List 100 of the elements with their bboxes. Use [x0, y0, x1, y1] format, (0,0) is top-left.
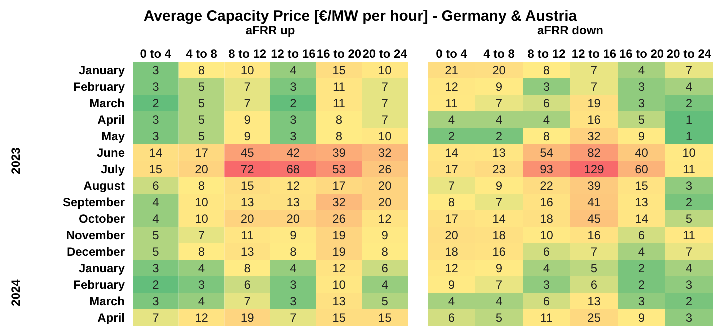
data-label: 7 [152, 310, 160, 325]
data-label: 1 [686, 129, 693, 144]
data-label: 8 [198, 244, 206, 259]
data-label: 39 [332, 146, 346, 160]
y-tick-label: July [100, 162, 126, 177]
data-label: 4 [152, 195, 160, 210]
data-label: 12 [332, 261, 346, 276]
data-label: 5 [686, 212, 693, 226]
data-label: 7 [382, 112, 389, 127]
data-label: 3 [686, 178, 693, 193]
data-label: 15 [332, 310, 346, 325]
data-label: 6 [244, 278, 252, 292]
data-label: 9 [382, 228, 389, 242]
data-label: 3 [638, 96, 646, 110]
data-label: 4 [543, 261, 550, 276]
data-label: 5 [198, 80, 206, 94]
x-tick-label: 8 to 12 [228, 47, 267, 61]
data-label: 19 [332, 244, 346, 259]
data-label: 32 [332, 195, 346, 210]
y-tick-label: December [66, 245, 126, 260]
data-label: 4 [496, 112, 503, 127]
data-label: 10 [378, 63, 392, 78]
data-label: 15 [240, 178, 255, 193]
data-label: 2 [448, 129, 456, 144]
data-label: 2 [686, 195, 693, 210]
data-label: 14 [445, 146, 459, 160]
data-label: 40 [635, 146, 649, 160]
data-label: 10 [332, 278, 346, 292]
y-tick-label: January [78, 64, 126, 78]
data-label: 54 [540, 146, 554, 160]
data-label: 4 [448, 294, 456, 308]
data-label: 7 [496, 278, 503, 292]
x-tick-label: 0 to 4 [140, 47, 172, 61]
data-label: 13 [588, 294, 602, 308]
y-tick-label: May [102, 130, 126, 144]
data-label: 18 [540, 212, 554, 226]
data-label: 22 [540, 178, 554, 193]
data-label: 16 [492, 244, 506, 259]
data-label: 8 [198, 178, 206, 193]
data-label: 8 [290, 244, 298, 259]
data-label: 2 [152, 278, 160, 292]
data-label: 3 [152, 112, 160, 127]
data-label: 4 [198, 261, 206, 276]
data-label: 15 [378, 310, 392, 325]
data-label: 13 [492, 146, 506, 160]
data-label: 2 [290, 96, 298, 110]
data-label: 9 [638, 310, 646, 325]
x-tick-label: 12 to 16 [271, 47, 316, 61]
data-label: 3 [686, 310, 693, 325]
data-label: 9 [244, 129, 252, 144]
y-tick-label: February [74, 278, 126, 292]
data-label: 2 [686, 96, 693, 110]
data-label: 6 [448, 310, 456, 325]
data-label: 45 [240, 146, 255, 160]
data-label: 9 [496, 261, 503, 276]
data-label: 12 [195, 310, 209, 325]
data-label: 19 [240, 310, 255, 325]
data-label: 20 [240, 212, 255, 226]
data-label: 9 [496, 178, 503, 193]
data-label: 14 [149, 146, 163, 160]
data-label: 7 [290, 310, 298, 325]
data-label: 17 [445, 212, 459, 226]
data-label: 6 [543, 294, 550, 308]
data-label: 7 [496, 96, 503, 110]
data-label: 16 [588, 112, 602, 127]
data-label: 11 [333, 80, 346, 94]
data-label: 11 [540, 310, 554, 325]
data-label: 9 [496, 80, 503, 94]
data-label: 1 [686, 112, 693, 127]
data-label: 3 [152, 63, 160, 78]
x-tick-label: 8 to 12 [528, 47, 566, 61]
data-label: 7 [448, 178, 456, 193]
data-label: 5 [198, 112, 206, 127]
data-label: 3 [290, 294, 298, 308]
data-label: 20 [378, 178, 392, 193]
data-label: 3 [638, 294, 646, 308]
chart-title: Average Capacity Price [€/MW per hour] - Germany & Austria [142, 8, 578, 26]
data-label: 3 [152, 129, 160, 144]
data-label: 9 [638, 129, 646, 144]
data-label: 15 [149, 162, 163, 176]
data-label: 5 [496, 310, 503, 325]
data-label: 11 [683, 162, 696, 176]
x-tick-label: 20 to 24 [666, 47, 712, 61]
data-label: 39 [588, 178, 602, 193]
y-tick-label: September [62, 196, 126, 210]
data-label: 3 [638, 80, 646, 94]
y-tick-label: February [74, 80, 126, 94]
data-label: 3 [152, 294, 160, 308]
data-label: 4 [686, 261, 693, 276]
data-label: 18 [492, 228, 506, 242]
data-label: 60 [635, 162, 649, 176]
data-label: 7 [244, 80, 252, 94]
data-label: 3 [152, 80, 160, 94]
data-label: 13 [240, 195, 255, 210]
data-label: 13 [286, 195, 300, 210]
data-label: 3 [198, 278, 206, 292]
data-label: 11 [446, 96, 458, 110]
data-label: 8 [198, 63, 206, 78]
x-tick-label: 20 to 24 [362, 47, 408, 61]
x-tick-label: 12 to 16 [572, 47, 617, 61]
